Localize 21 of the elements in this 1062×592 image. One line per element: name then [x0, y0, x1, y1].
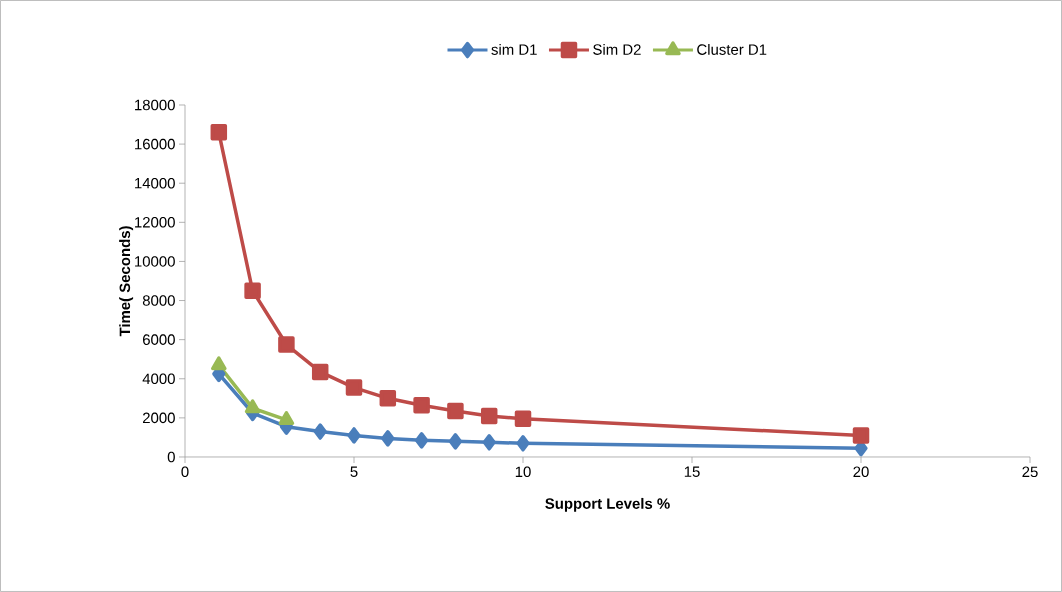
y-tick-label: 16000 [135, 138, 175, 150]
x-tick-label: 15 [684, 466, 700, 477]
x-axis-title: Support Levels % [545, 497, 670, 512]
x-tick-label: 10 [515, 466, 531, 478]
x-tick-label: 5 [350, 466, 358, 477]
x-tick-label: 0 [181, 466, 189, 478]
y-tick-label: 12000 [135, 217, 175, 228]
y-tick-label: 0 [167, 451, 175, 463]
y-axis-title: Time( Seconds) [119, 226, 134, 337]
legend-label: Sim D2 [593, 43, 641, 55]
y-tick-label: 4000 [142, 373, 175, 385]
legend-label: sim D1 [491, 43, 537, 55]
y-tick-label: 18000 [135, 99, 175, 111]
legend-label: Cluster D1 [697, 43, 767, 55]
y-tick-label: 2000 [143, 412, 175, 424]
y-tick-label: 10000 [135, 256, 175, 267]
y-tick-label: 8000 [142, 295, 175, 306]
y-tick-label: 14000 [135, 177, 175, 189]
x-tick-label: 25 [1022, 466, 1038, 478]
y-tick-label: 6000 [143, 334, 175, 345]
x-tick-label: 20 [853, 466, 869, 478]
